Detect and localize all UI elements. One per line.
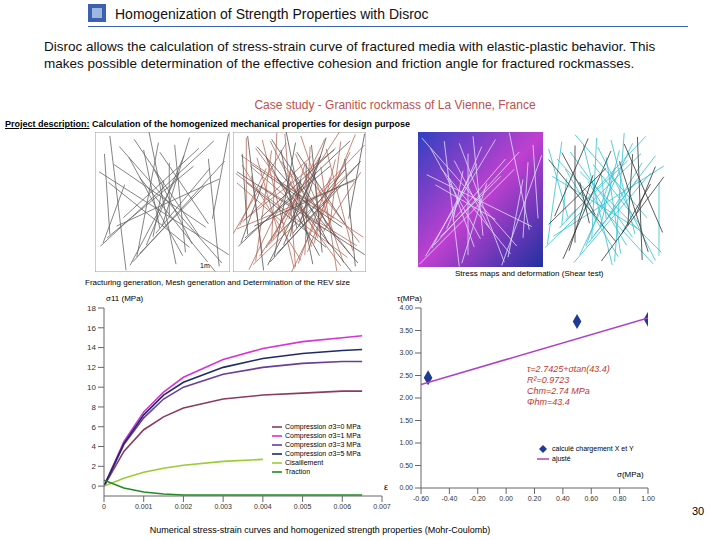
html-text:ε: ε	[384, 482, 388, 492]
svg-text:0.005: 0.005	[294, 503, 312, 510]
svg-text:0.00: 0.00	[399, 484, 413, 491]
svg-text:0.002: 0.002	[175, 503, 193, 510]
svg-text:0.50: 0.50	[399, 462, 413, 469]
html-text:Project description: Calculati: Project description: Calculation of the …	[5, 119, 411, 129]
html-text:Numerical stress-strain curves: Numerical stress-strain curves and homog…	[149, 525, 491, 535]
svg-text:1.50: 1.50	[399, 417, 413, 424]
svg-text:1.00: 1.00	[399, 439, 413, 446]
html-text:τ=2.7425+σtan(43.4): τ=2.7425+σtan(43.4)	[527, 364, 610, 374]
svg-text:1.00: 1.00	[641, 495, 655, 502]
html-text:Cisaillement: Cisaillement	[285, 459, 324, 466]
html-text:Disroc allows the calculation: Disroc allows the calculation of stress-…	[44, 39, 656, 71]
html-text:Stress maps and deformation (S: Stress maps and deformation (Shear test)	[455, 269, 604, 278]
svg-text:12: 12	[87, 363, 96, 372]
html-text:30: 30	[692, 505, 705, 517]
svg-text:0.40: 0.40	[556, 495, 570, 502]
svg-text:6: 6	[92, 423, 97, 432]
svg-text:0: 0	[92, 482, 97, 491]
html-text:Compression σ3=3 MPa: Compression σ3=3 MPa	[285, 441, 361, 448]
html-text:ajusté: ajusté	[552, 455, 571, 462]
svg-text:14: 14	[87, 343, 96, 352]
html-text:τ(MPa): τ(MPa)	[397, 294, 422, 303]
svg-text:2.50: 2.50	[399, 372, 413, 379]
html-text:Traction: Traction	[285, 468, 310, 475]
svg-text:0.60: 0.60	[584, 495, 598, 502]
svg-text:0.006: 0.006	[334, 503, 352, 510]
svg-text:2.00: 2.00	[399, 394, 413, 401]
svg-text:18: 18	[87, 304, 96, 313]
svg-text:8: 8	[92, 403, 97, 412]
html-text:Fracturing generation, Mesh ge: Fracturing generation, Mesh generation a…	[85, 278, 350, 287]
html-text:σ11 (MPa): σ11 (MPa)	[106, 294, 144, 303]
svg-text:4.00: 4.00	[399, 304, 413, 311]
svg-text:0.007: 0.007	[373, 503, 391, 510]
svg-text:-0.20: -0.20	[470, 495, 486, 502]
svg-text:0.004: 0.004	[254, 503, 272, 510]
svg-text:3.00: 3.00	[399, 349, 413, 356]
html-text:calculé chargement X et Y: calculé chargement X et Y	[552, 445, 634, 452]
svg-text:0.20: 0.20	[528, 495, 542, 502]
html-text:1m: 1m	[200, 262, 210, 269]
svg-text:0.001: 0.001	[135, 503, 153, 510]
svg-text:0.80: 0.80	[613, 495, 627, 502]
html-text:Chm=2.74 MPa: Chm=2.74 MPa	[527, 386, 590, 396]
html-text:Compression σ3=0 MPa: Compression σ3=0 MPa	[285, 423, 361, 430]
svg-text:2: 2	[92, 462, 97, 471]
svg-text:3.50: 3.50	[399, 327, 413, 334]
html-text:Case study - Granitic rockmass: Case study - Granitic rockmass of La Vie…	[254, 98, 536, 112]
svg-text:0: 0	[102, 503, 106, 510]
html-text:σ(MPa): σ(MPa)	[617, 470, 644, 479]
svg-text:4: 4	[92, 442, 97, 451]
svg-text:0.003: 0.003	[214, 503, 232, 510]
svg-text:10: 10	[87, 383, 96, 392]
svg-text:16: 16	[87, 324, 96, 333]
svg-text:0.00: 0.00	[499, 495, 513, 502]
svg-text:-0.40: -0.40	[441, 495, 457, 502]
html-text:R²=0.9723: R²=0.9723	[527, 375, 570, 385]
svg-text:-0.60: -0.60	[413, 495, 429, 502]
html-text:Φhm=43.4: Φhm=43.4	[527, 397, 570, 407]
html-text:Compression σ3=5 MPa: Compression σ3=5 MPa	[285, 450, 361, 457]
html-text:Homogenization of Strength Pro: Homogenization of Strength Properties wi…	[115, 6, 429, 22]
html-text:Compression σ3=1 MPa: Compression σ3=1 MPa	[285, 432, 361, 439]
